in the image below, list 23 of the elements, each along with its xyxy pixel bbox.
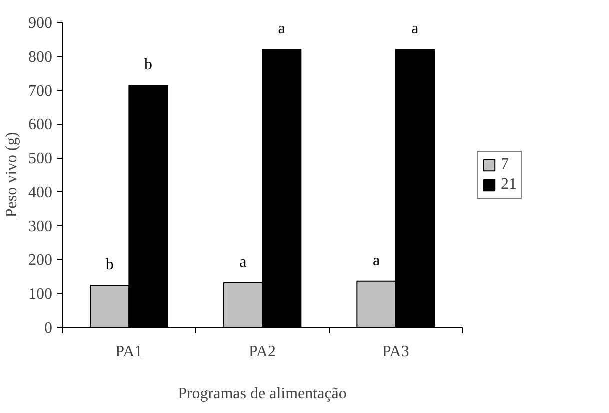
x-tick-label: PA1 — [116, 344, 143, 360]
y-tick-label: 300 — [28, 218, 52, 236]
data-label: a — [372, 252, 380, 270]
data-label: a — [278, 20, 286, 38]
x-axis-title: Programas de alimentação — [178, 386, 347, 402]
y-tick-label: 400 — [28, 184, 52, 202]
y-tick-label: 700 — [28, 82, 52, 100]
legend-label: 21 — [501, 176, 517, 194]
data-label: a — [240, 254, 247, 271]
y-tick-label: 0 — [44, 320, 52, 337]
data-label: a — [412, 20, 419, 38]
y-tick-label: 500 — [28, 150, 52, 168]
y-tick-label: 200 — [28, 252, 52, 270]
y-tick-label: 800 — [28, 48, 52, 66]
legend-label: 7 — [501, 156, 510, 174]
data-label: b — [144, 56, 152, 74]
y-tick-label: 900 — [28, 15, 52, 32]
x-tick-label: PA2 — [249, 344, 276, 360]
y-tick-label: 100 — [28, 286, 52, 304]
x-tick-label: PA3 — [382, 344, 410, 360]
y-axis-title: Peso vivo (g) — [4, 132, 20, 218]
y-tick-label: 600 — [28, 116, 52, 134]
data-label: b — [106, 256, 114, 274]
